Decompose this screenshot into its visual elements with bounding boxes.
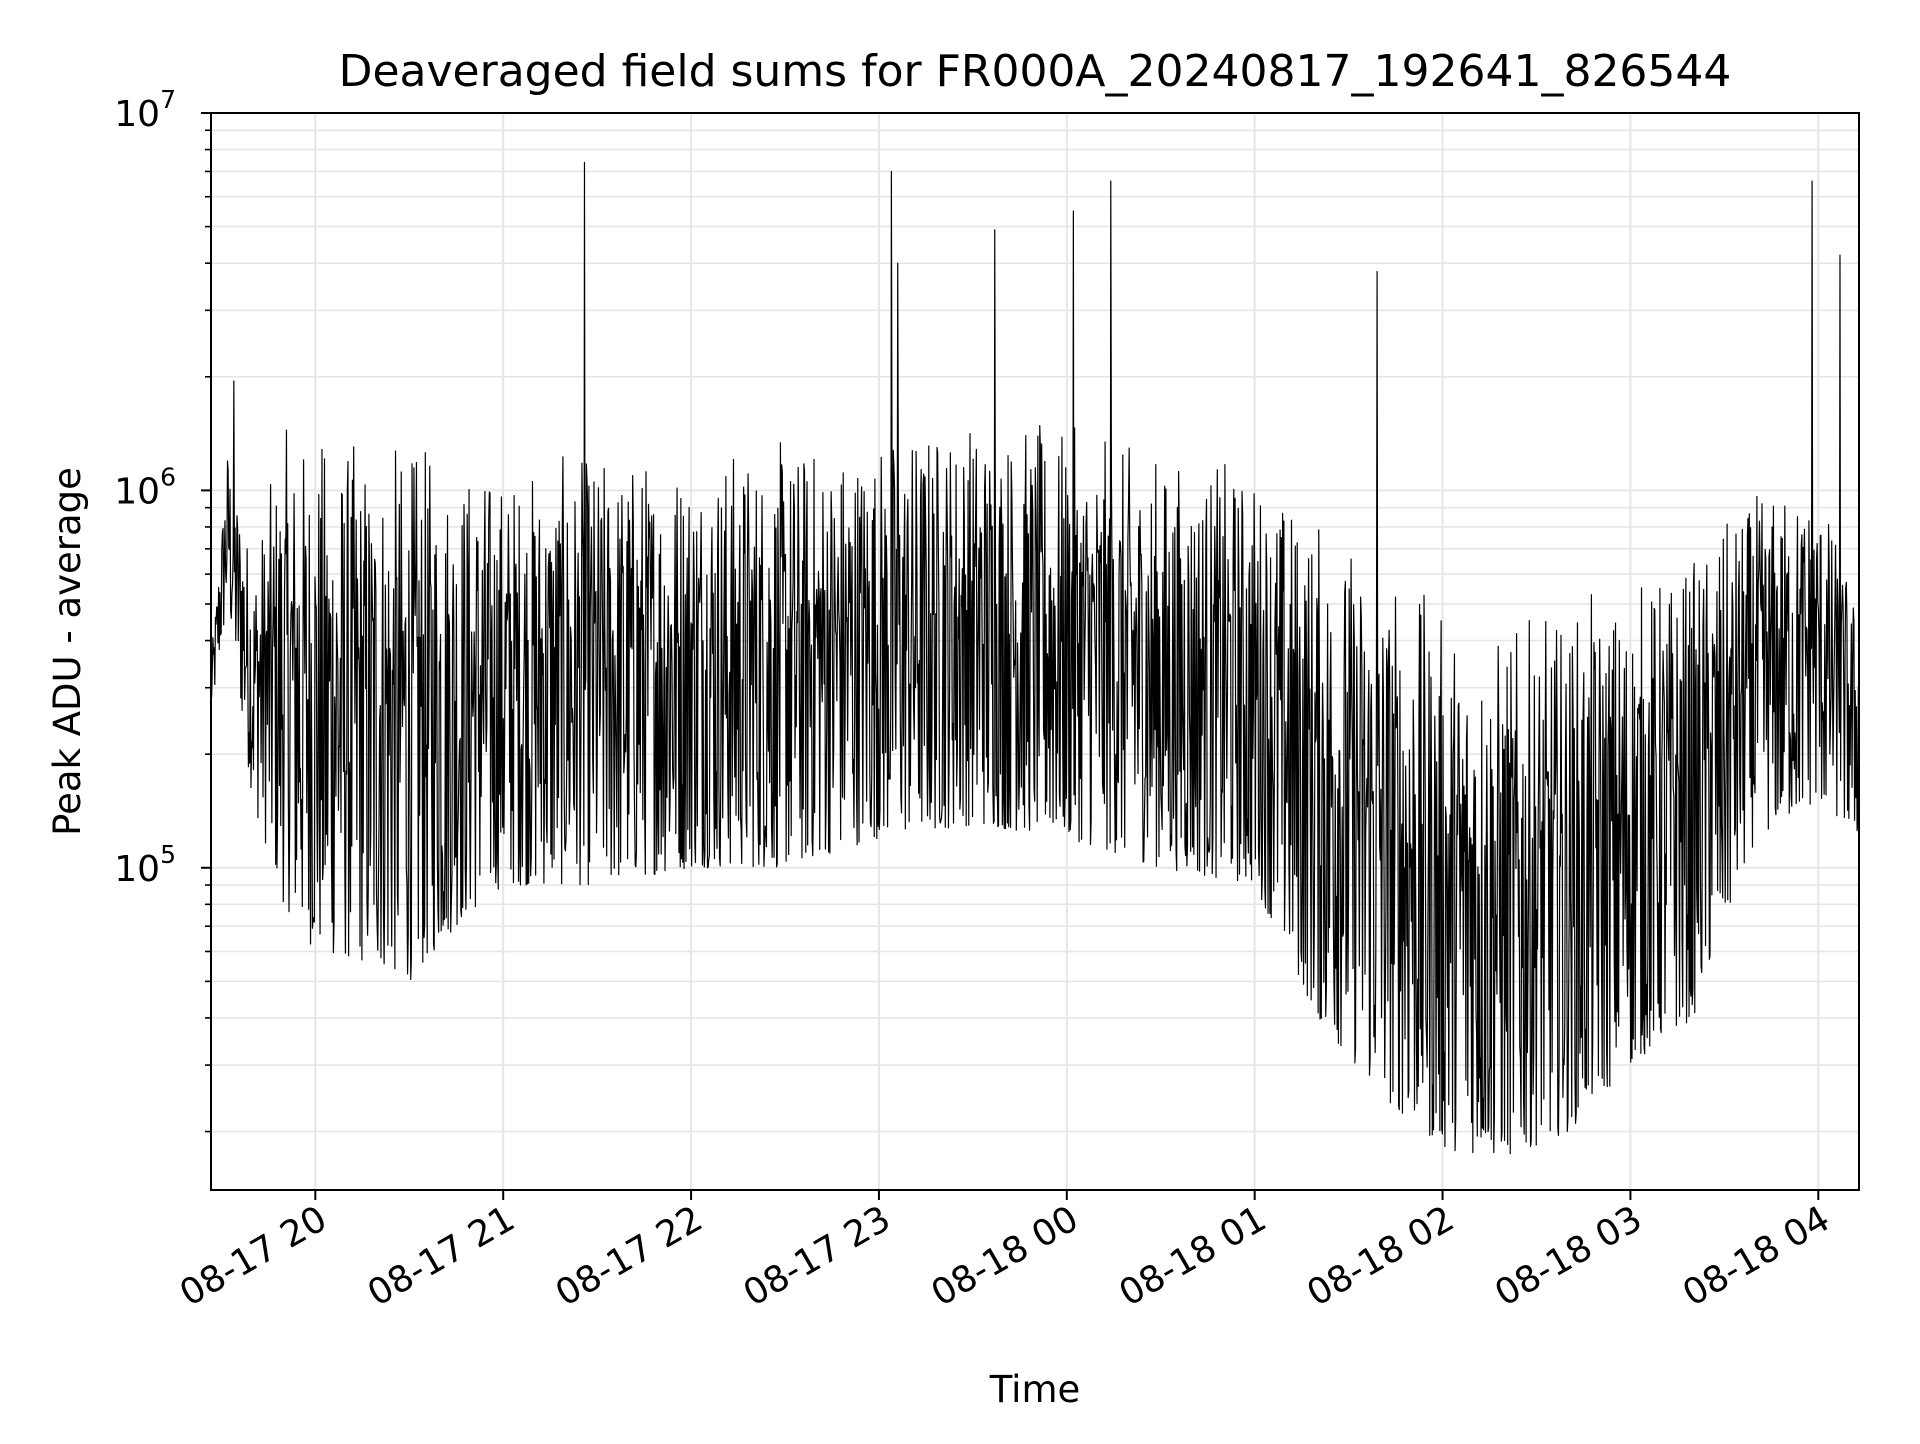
x-axis-label: Time (989, 1368, 1081, 1411)
y-axis-label: Peak ADU - average (46, 467, 89, 836)
y-tick-exponent: 5 (160, 840, 176, 869)
y-tick-label: 107 (114, 85, 176, 135)
y-tick-exponent: 7 (160, 85, 176, 114)
y-tick-label: 106 (114, 462, 176, 512)
chart-title: Deaveraged field sums for FR000A_2024081… (339, 46, 1732, 97)
y-tick-base: 10 (114, 94, 160, 135)
y-tick-label: 105 (114, 840, 176, 890)
y-tick-base: 10 (114, 471, 160, 512)
y-tick-base: 10 (114, 849, 160, 890)
y-tick-exponent: 6 (160, 462, 176, 491)
data-layer (210, 161, 1860, 1155)
series-line (210, 161, 1860, 1155)
plot-frame (210, 112, 1860, 1191)
